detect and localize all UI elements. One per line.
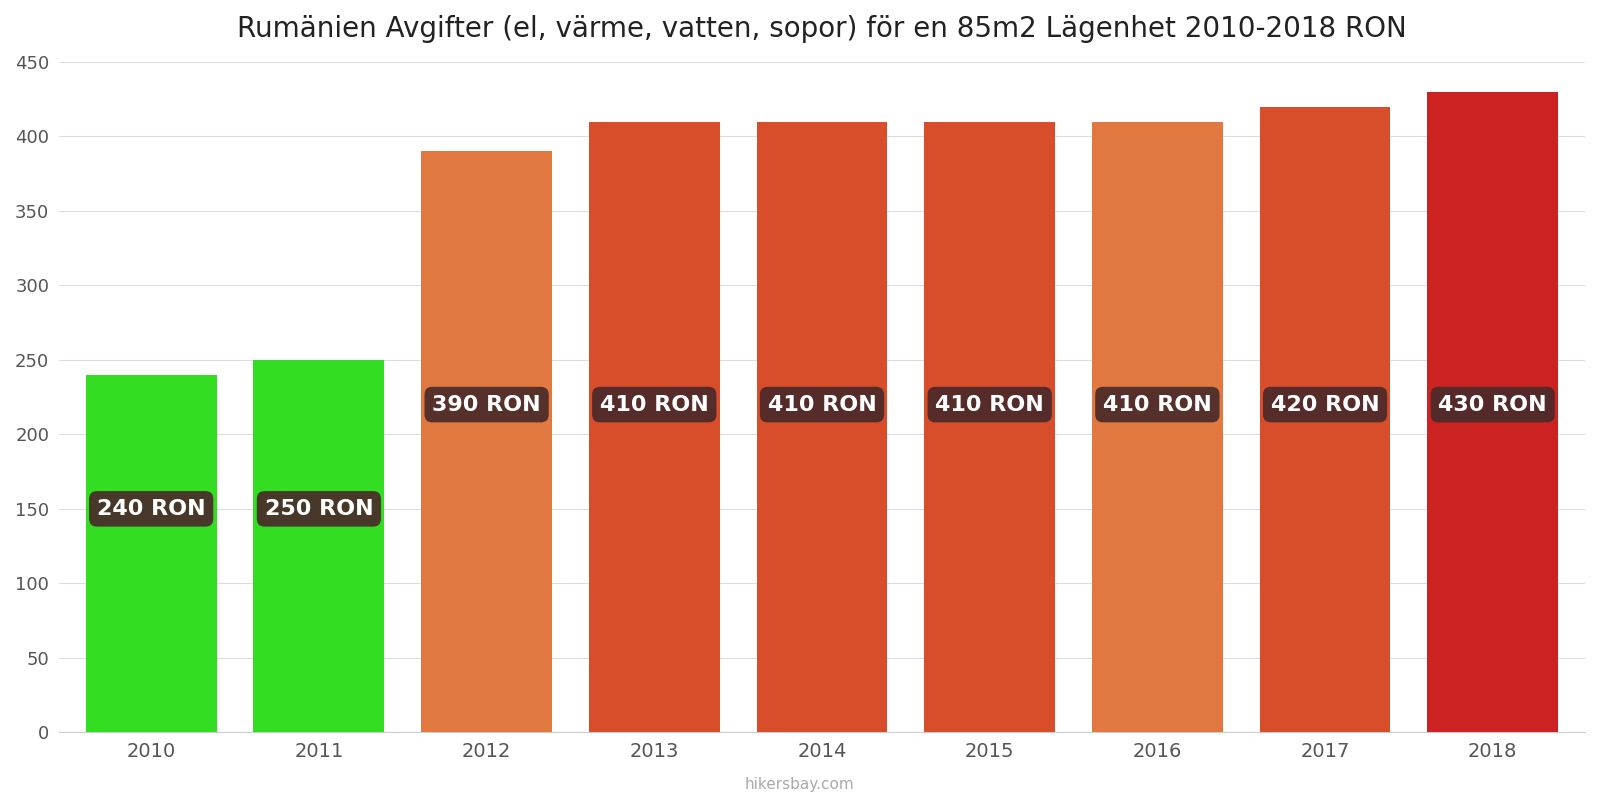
Text: 420 RON: 420 RON [1270, 394, 1379, 414]
Text: 410 RON: 410 RON [600, 394, 709, 414]
Bar [925, 122, 1054, 732]
Bar [253, 360, 384, 732]
Bar [757, 122, 888, 732]
Bar [1091, 122, 1222, 732]
Bar [1259, 106, 1390, 732]
Text: 250 RON: 250 RON [264, 499, 373, 519]
Bar [589, 122, 720, 732]
Bar [86, 374, 216, 732]
Bar [1427, 92, 1558, 732]
Text: 410 RON: 410 RON [936, 394, 1045, 414]
Text: 240 RON: 240 RON [98, 499, 205, 519]
Text: 410 RON: 410 RON [768, 394, 877, 414]
Text: 390 RON: 390 RON [432, 394, 541, 414]
Bar [421, 151, 552, 732]
Text: hikersbay.com: hikersbay.com [746, 777, 854, 792]
Text: 410 RON: 410 RON [1102, 394, 1211, 414]
Title: Rumänien Avgifter (el, värme, vatten, sopor) för en 85m2 Lägenhet 2010-2018 RON: Rumänien Avgifter (el, värme, vatten, so… [237, 15, 1406, 43]
Text: 430 RON: 430 RON [1438, 394, 1547, 414]
